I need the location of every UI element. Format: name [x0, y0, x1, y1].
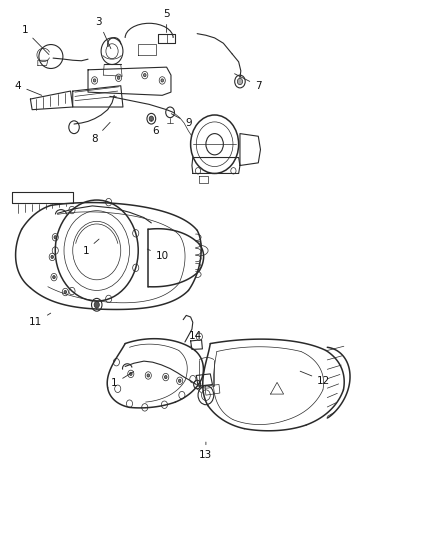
Text: 4: 4 — [15, 81, 42, 95]
Text: 3: 3 — [95, 17, 111, 49]
Text: 1: 1 — [111, 372, 134, 389]
Circle shape — [51, 255, 53, 259]
Circle shape — [93, 79, 96, 82]
Circle shape — [130, 372, 132, 375]
Text: 8: 8 — [91, 123, 110, 144]
Circle shape — [117, 76, 120, 79]
Circle shape — [54, 236, 57, 239]
Text: 9: 9 — [171, 114, 192, 128]
Circle shape — [144, 74, 146, 77]
Circle shape — [161, 79, 163, 82]
Circle shape — [53, 276, 55, 279]
Circle shape — [178, 379, 181, 382]
Text: 10: 10 — [147, 249, 169, 261]
Text: 13: 13 — [199, 442, 212, 460]
Text: 11: 11 — [29, 313, 51, 327]
Text: 7: 7 — [235, 74, 261, 91]
Circle shape — [64, 290, 67, 294]
Circle shape — [237, 78, 243, 85]
Text: 5: 5 — [163, 9, 170, 33]
Text: 1: 1 — [21, 25, 49, 54]
Text: 1: 1 — [82, 239, 99, 255]
Circle shape — [149, 116, 153, 122]
Circle shape — [164, 375, 167, 378]
Text: 6: 6 — [151, 120, 159, 136]
Text: 14: 14 — [188, 330, 201, 346]
Circle shape — [94, 302, 99, 308]
Text: 12: 12 — [300, 371, 330, 386]
Circle shape — [147, 374, 150, 377]
